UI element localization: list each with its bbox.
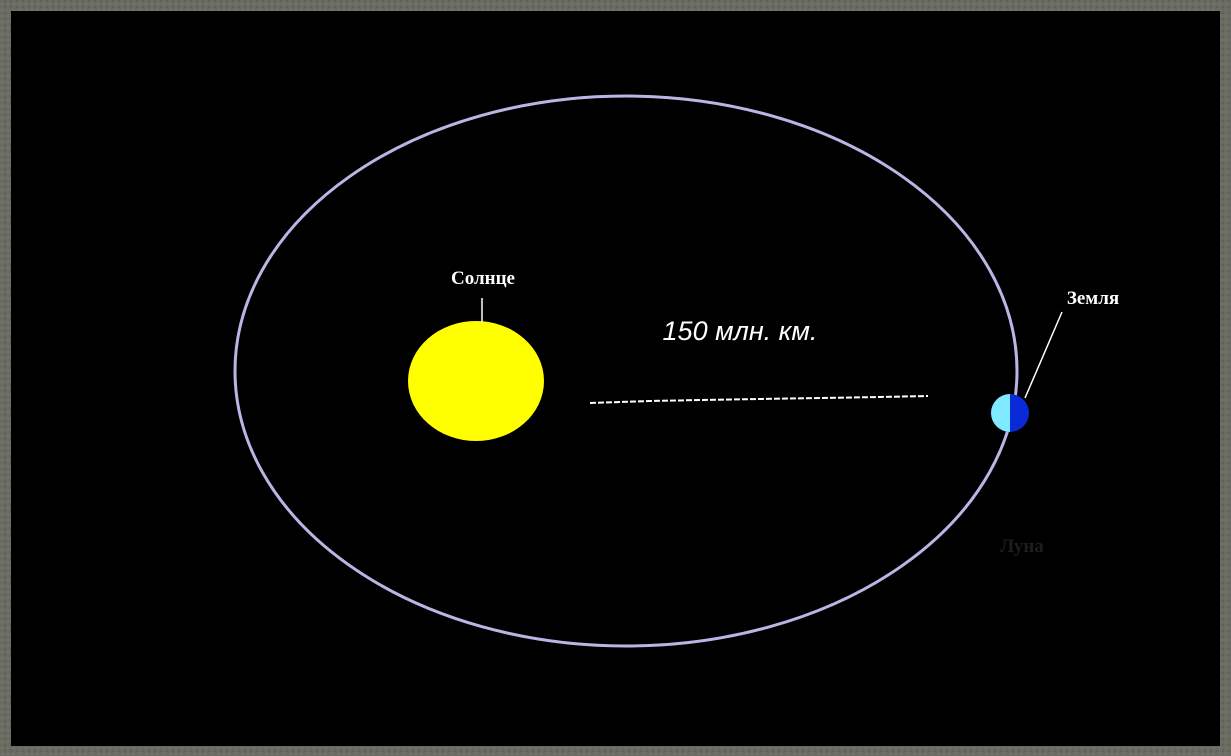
diagram: Солнце 150 млн. км. Земля Луна xyxy=(0,0,1231,756)
earth-label: Земля xyxy=(1067,288,1119,309)
distance-label: 150 млн. км. xyxy=(663,316,818,346)
sun xyxy=(408,321,544,441)
moon-label: Луна xyxy=(1000,536,1044,557)
sun-label: Солнце xyxy=(451,268,515,289)
background xyxy=(11,11,1220,746)
page: Солнце 150 млн. км. Земля Луна (() => { … xyxy=(0,0,1231,756)
